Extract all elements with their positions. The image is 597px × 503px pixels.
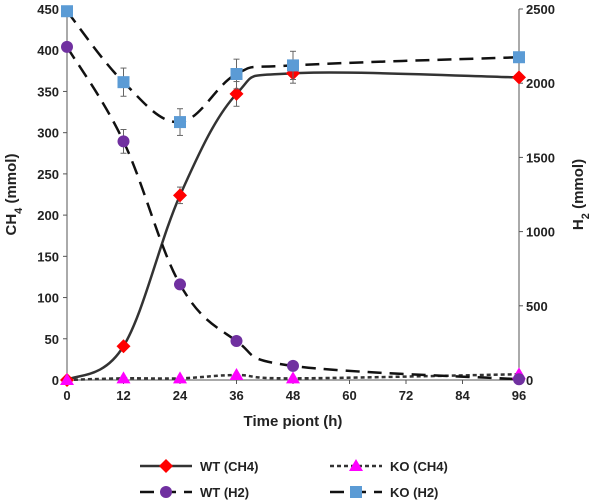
y-left-tick-label: 150 xyxy=(37,249,59,264)
y-left-tick-label: 250 xyxy=(37,167,59,182)
y-left-tick-label: 100 xyxy=(37,291,59,306)
x-tick-label: 36 xyxy=(229,388,243,403)
y-right-tick-label: 500 xyxy=(526,299,548,314)
data-point xyxy=(60,373,74,385)
legend-label: WT (CH4) xyxy=(200,459,259,474)
data-point xyxy=(513,373,525,386)
x-tick-label: 24 xyxy=(173,388,188,403)
series-line xyxy=(65,46,520,381)
y-axis-left-title: CH4 (mmol) xyxy=(3,154,25,236)
data-point xyxy=(287,59,299,72)
data-point xyxy=(174,278,186,291)
data-point xyxy=(229,368,244,381)
data-point xyxy=(512,70,526,85)
data-point xyxy=(229,86,244,101)
y-axis-right-title: H2 (mmol) xyxy=(570,159,592,230)
y-right-tick-label: 1500 xyxy=(526,150,555,165)
legend-label: WT (H2) xyxy=(200,485,249,500)
y-left-tick-label: 400 xyxy=(37,43,59,58)
data-point xyxy=(116,339,131,354)
x-tick-label: 60 xyxy=(342,388,356,403)
y-left-tick-label: 300 xyxy=(37,126,59,141)
y-left-tick-label: 0 xyxy=(52,373,59,388)
legend-marker xyxy=(160,486,172,498)
y-right-tick-label: 0 xyxy=(526,373,533,388)
data-point xyxy=(61,5,73,18)
y-right-tick-label: 1000 xyxy=(526,225,555,240)
data-point xyxy=(61,40,73,53)
y-left-tick-label: 350 xyxy=(37,84,59,99)
legend-marker xyxy=(350,486,362,498)
y-right-tick-label: 2500 xyxy=(526,2,555,17)
data-point xyxy=(287,359,299,372)
data-point xyxy=(286,371,300,384)
x-tick-label: 12 xyxy=(116,388,130,403)
legend-label: KO (CH4) xyxy=(390,459,448,474)
data-point xyxy=(117,76,130,89)
data-point xyxy=(173,188,187,203)
legend-marker xyxy=(159,459,173,473)
data-point xyxy=(230,334,243,347)
data-point xyxy=(174,116,186,129)
data-point xyxy=(513,51,525,64)
y-left-tick-label: 200 xyxy=(37,208,59,223)
x-tick-label: 84 xyxy=(455,388,470,403)
x-tick-label: 96 xyxy=(512,388,526,403)
y-left-tick-label: 450 xyxy=(37,2,59,17)
y-left-tick-label: 50 xyxy=(45,332,59,347)
data-point xyxy=(230,67,243,80)
legend-marker xyxy=(349,459,363,471)
data-point xyxy=(116,371,131,384)
x-axis-title: Time piont (h) xyxy=(244,413,343,430)
y-right-tick-label: 2000 xyxy=(526,76,555,91)
x-tick-label: 48 xyxy=(286,388,300,403)
legend-label: KO (H2) xyxy=(390,485,438,500)
x-tick-label: 72 xyxy=(399,388,413,403)
data-point xyxy=(173,371,187,384)
data-point xyxy=(117,135,130,148)
x-tick-label: 0 xyxy=(63,388,70,403)
series-line xyxy=(66,71,520,382)
